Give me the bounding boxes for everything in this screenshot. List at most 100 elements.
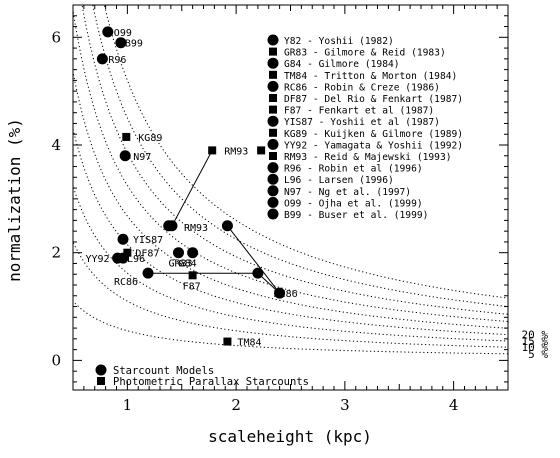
- legend-entry-0: Y82 - Yoshii (1982): [284, 36, 394, 47]
- point-n97-4: [119, 150, 131, 162]
- legend-marker-11: [267, 162, 279, 174]
- contour-curve-0: [73, 126, 508, 336]
- point-b99-1: [115, 37, 127, 49]
- y-tick-label-3: 6: [51, 28, 61, 46]
- legend-marker-6: [269, 105, 277, 114]
- key-marker-1: [97, 377, 105, 385]
- legend-marker-5: [269, 94, 277, 102]
- legend-marker-3: [269, 70, 277, 79]
- legend-entry-15: B99 - Buser et al. (1999): [284, 210, 428, 221]
- point-rc86-13: [142, 267, 154, 279]
- legend-entry-11: R96 - Robin et al (1996): [284, 164, 423, 175]
- point-tm84-16: [223, 337, 232, 346]
- key-marker-0: [95, 364, 107, 376]
- legend-entry-2: G84 - Gilmore (1984): [284, 59, 400, 70]
- point-df87-10: [123, 248, 132, 257]
- x-tick-label-3: 4: [449, 396, 459, 414]
- legend-marker-10: [269, 152, 277, 160]
- point-label-12: G84: [179, 259, 197, 270]
- legend-entry-7: YIS87 - Yoshii et al (1987): [284, 117, 440, 128]
- point-label-2: R96: [108, 55, 126, 66]
- point-g84-12: [187, 247, 199, 259]
- legend-entry-9: YY92 - Yamagata & Yoshii (1992): [284, 140, 463, 151]
- y-tick-labels: 0 2 4 6: [51, 28, 61, 369]
- legend-entry-6: F87 - Fenkart et al (1987): [284, 106, 434, 117]
- data-points: [96, 26, 286, 346]
- curve-labels: 20 %15 %10 %5 %: [522, 329, 549, 361]
- point-extra-1: [221, 220, 233, 232]
- contour-curve-4: [73, 69, 508, 329]
- point-label-6: RM93: [184, 223, 208, 234]
- y-tick-label-1: 2: [51, 244, 61, 262]
- contour-curve-6: [81, 5, 508, 315]
- curve-label-3: 5 %: [528, 348, 548, 361]
- point-label-1: B99: [125, 39, 143, 50]
- legend-entry-4: RC86 - Robin & Creze (1986): [284, 82, 440, 93]
- point-label-16: TM84: [237, 338, 261, 349]
- key-entry-1: Photometric Parallax Starcounts: [113, 376, 309, 388]
- connector-line-2: [227, 225, 280, 294]
- legend-entry-3: TM84 - Tritton & Morton (1984): [284, 71, 457, 82]
- x-tick-label-0: 1: [123, 396, 133, 414]
- legend-entry-13: N97 - Ng et al. (1997): [284, 187, 411, 198]
- point-kg89-3: [122, 132, 131, 141]
- connector-line-0: [171, 150, 213, 227]
- point-o99-0: [102, 26, 114, 38]
- legend-marker-8: [269, 128, 277, 137]
- point-extra-2: [257, 146, 266, 155]
- point-label-7: YIS87: [133, 235, 163, 246]
- curve-label-2: 10 %: [522, 341, 549, 354]
- legend: Y82 - Yoshii (1982)GR83 - Gilmore & Reid…: [267, 34, 463, 221]
- point-gr83-11: [172, 247, 184, 259]
- point-label-11: GR83: [168, 259, 192, 270]
- point-yis87-7: [117, 233, 129, 245]
- legend-entry-14: O99 - Ojha et al. (1999): [284, 198, 423, 209]
- point-label-9: L96: [127, 254, 145, 265]
- point-label-4: N97: [133, 152, 151, 163]
- legend-entry-12: L96 - Larsen (1996): [284, 175, 394, 186]
- y-tick-label-0: 0: [51, 351, 61, 369]
- x-tick-labels: 1 2 3 4: [123, 396, 459, 414]
- legend-marker-0: [267, 34, 279, 46]
- legend-marker-4: [267, 80, 279, 92]
- legend-marker-9: [267, 138, 279, 150]
- legend-entry-1: GR83 - Gilmore & Reid (1983): [284, 48, 446, 59]
- point-label-0: O99: [114, 28, 132, 39]
- point-r96-2: [96, 53, 108, 65]
- legend-marker-2: [267, 57, 279, 69]
- point-label-10: DF87: [135, 249, 159, 260]
- legend-marker-15: [267, 208, 279, 220]
- axis-ticks: [72, 5, 509, 390]
- curve-label-0: 20 %: [522, 329, 549, 342]
- point-y82-15: [252, 267, 264, 279]
- point-rm93-5: [208, 146, 217, 155]
- x-tick-label-2: 3: [340, 396, 350, 414]
- legend-entry-5: DF87 - Del Rio & Fenkart (1987): [284, 94, 463, 105]
- point-label-13: RC86: [114, 277, 138, 288]
- point-label-5: RM93: [224, 146, 248, 157]
- legend-marker-12: [267, 173, 279, 185]
- y-axis-label: normalization (%): [5, 118, 24, 282]
- key-entry-0: Starcount Models: [113, 365, 214, 377]
- legend-entry-10: RM93 - Reid & Majewski (1993): [284, 152, 452, 163]
- point-label-17: RC86: [274, 289, 298, 300]
- point-label-3: KG89: [138, 133, 162, 144]
- point-label-14: F87: [183, 281, 201, 292]
- contour-curve-8: [103, 5, 508, 299]
- point-label-8: YY92: [85, 254, 109, 265]
- point-f87-14: [188, 271, 197, 280]
- legend-marker-7: [267, 115, 279, 127]
- contour-curve-2: [73, 240, 508, 348]
- x-axis-label: scaleheight (kpc): [208, 427, 372, 446]
- legend-entry-8: KG89 - Kuijken & Gilmore (1989): [284, 129, 463, 140]
- x-tick-label-1: 2: [231, 396, 241, 414]
- legend-marker-13: [267, 185, 279, 197]
- point-extra-0: [163, 220, 175, 232]
- legend-marker-14: [267, 196, 279, 208]
- curve-label-1: 15 %: [522, 335, 549, 348]
- point-rc86-17: [274, 287, 286, 299]
- y-tick-label-2: 4: [51, 136, 61, 154]
